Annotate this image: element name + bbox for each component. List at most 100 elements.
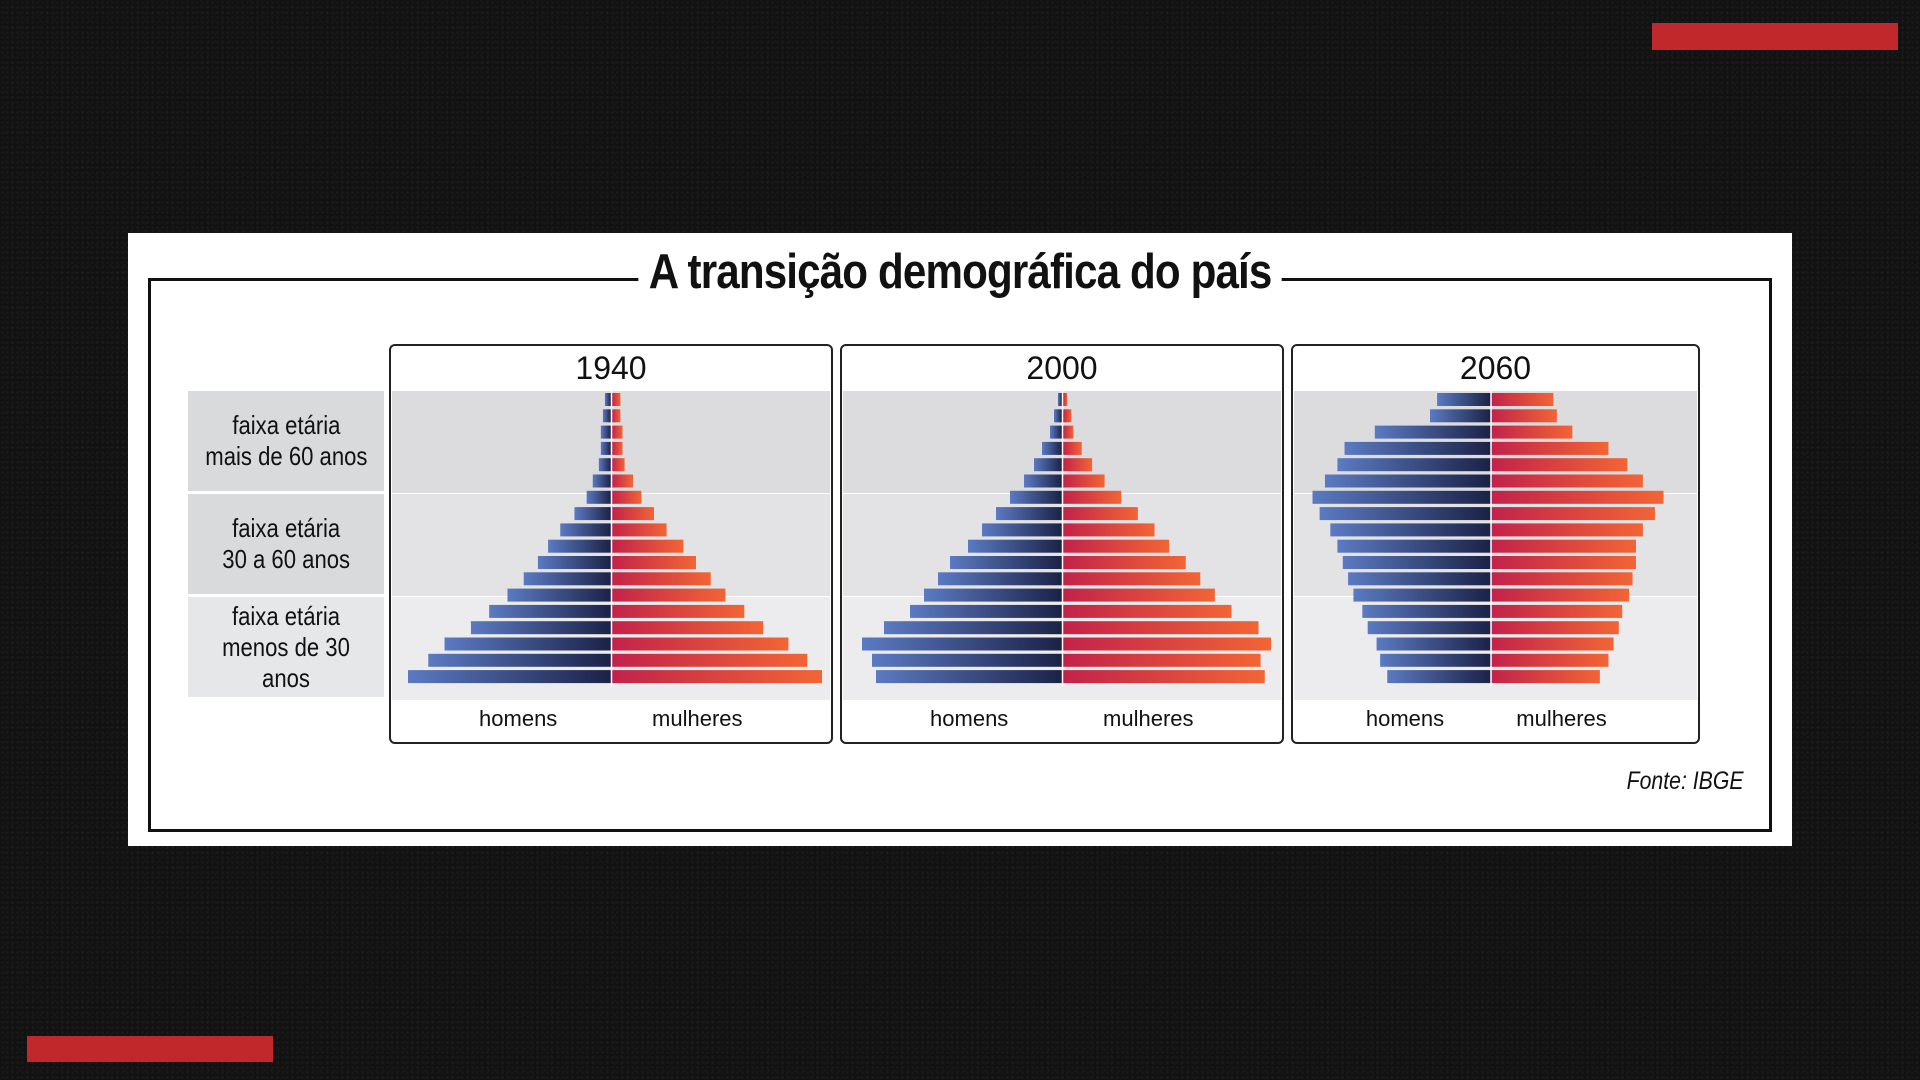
bar-women	[612, 572, 711, 586]
bar-women	[1491, 507, 1655, 521]
bar-men	[910, 604, 1062, 618]
title-wrapper: A transição demográfica do país	[128, 243, 1792, 301]
bar-women	[612, 490, 642, 504]
bar-women	[1491, 490, 1664, 504]
bar-women	[1063, 425, 1074, 439]
bar-men	[1324, 474, 1491, 488]
bar-men	[523, 572, 611, 586]
bar-women	[1063, 507, 1138, 521]
bar-women	[1491, 425, 1573, 439]
bar-men	[537, 556, 611, 569]
bar-men	[600, 441, 611, 455]
bar-women	[612, 539, 684, 553]
infographic-title: A transição demográfica do país	[638, 243, 1282, 301]
bar-women	[612, 604, 745, 618]
bar-women	[1491, 441, 1609, 455]
bar-men	[876, 670, 1062, 684]
bar-women	[1491, 409, 1557, 423]
bar-men	[444, 637, 611, 651]
accent-bar-top	[1652, 23, 1898, 50]
bar-women	[1491, 474, 1643, 488]
bar-men	[1312, 490, 1491, 504]
infographic-card: A transição demográfica do país faixa et…	[128, 233, 1792, 846]
bar-men	[1348, 572, 1491, 586]
bar-men	[1362, 604, 1491, 618]
bar-men	[574, 507, 611, 521]
bar-women	[1063, 670, 1265, 684]
bar-women	[1491, 458, 1628, 472]
bar-men	[586, 490, 611, 504]
bar-men	[938, 572, 1062, 586]
label-mulheres: mulheres	[1516, 706, 1606, 731]
bar-men	[1034, 458, 1062, 472]
bar-women	[1063, 393, 1068, 406]
pyramid-2060: 2060 homens mulheres	[1291, 344, 1700, 744]
bar-women	[1491, 556, 1636, 569]
bar-men	[592, 474, 611, 488]
label-homens: homens	[479, 706, 557, 731]
bar-men	[598, 458, 611, 472]
age-label-under-30: faixa etária menos de 30 anos	[188, 597, 384, 697]
bar-men	[924, 588, 1062, 602]
bar-men	[1054, 409, 1062, 423]
bar-men	[470, 621, 611, 635]
label-mulheres: mulheres	[652, 706, 742, 731]
bar-women	[1491, 539, 1636, 553]
bar-men	[982, 523, 1062, 537]
bar-men	[1337, 458, 1491, 472]
bar-women	[1063, 474, 1105, 488]
bar-men	[548, 539, 611, 553]
bar-women	[1063, 409, 1072, 423]
bar-women	[612, 621, 764, 635]
pyramid-1940: 1940 homens mulheres	[389, 344, 833, 744]
pyramid-2000: 2000 homens mulheres	[840, 344, 1284, 744]
bar-women	[1063, 637, 1271, 651]
bar-men	[862, 637, 1062, 651]
bar-men	[1353, 588, 1491, 602]
bar-men	[950, 556, 1062, 569]
bar-women	[1491, 523, 1643, 537]
bar-men	[1319, 507, 1491, 521]
bar-women	[1491, 621, 1619, 635]
bar-women	[1491, 393, 1554, 406]
bar-women	[612, 474, 633, 488]
bar-women	[1491, 588, 1630, 602]
bar-women	[612, 458, 625, 472]
bar-women	[1491, 637, 1614, 651]
bar-women	[612, 523, 667, 537]
bar-women	[1063, 490, 1122, 504]
bar-men	[1374, 425, 1491, 439]
bar-women	[612, 556, 696, 569]
bar-men	[1437, 393, 1491, 406]
bar-women	[1063, 539, 1170, 553]
bar-women	[1063, 588, 1215, 602]
bar-women	[612, 425, 623, 439]
bar-men	[872, 653, 1062, 667]
bar-women	[612, 393, 621, 406]
pyramid-year-label: 2000	[1026, 350, 1097, 386]
bar-women	[1491, 572, 1633, 586]
bar-men	[428, 653, 611, 667]
age-label-over-60-text: faixa etária mais de 60 anos	[204, 410, 368, 471]
bar-men	[560, 523, 611, 537]
bar-women	[1491, 670, 1600, 684]
bar-men	[1380, 653, 1491, 667]
age-label-over-60: faixa etária mais de 60 anos	[188, 391, 384, 491]
bar-men	[1367, 621, 1491, 635]
bar-women	[1063, 604, 1232, 618]
bar-men	[1344, 441, 1491, 455]
bar-men	[1058, 393, 1062, 406]
bar-men	[1342, 556, 1491, 569]
bar-women	[1063, 653, 1261, 667]
bar-women	[1063, 523, 1155, 537]
bar-men	[1010, 490, 1062, 504]
bar-men	[884, 621, 1062, 635]
bar-men	[1387, 670, 1491, 684]
bar-men	[968, 539, 1062, 553]
bar-men	[1042, 441, 1062, 455]
bar-men	[408, 670, 611, 684]
bar-men	[602, 409, 611, 423]
bar-women	[1063, 458, 1093, 472]
source-note: Fonte: IBGE	[1627, 767, 1744, 795]
